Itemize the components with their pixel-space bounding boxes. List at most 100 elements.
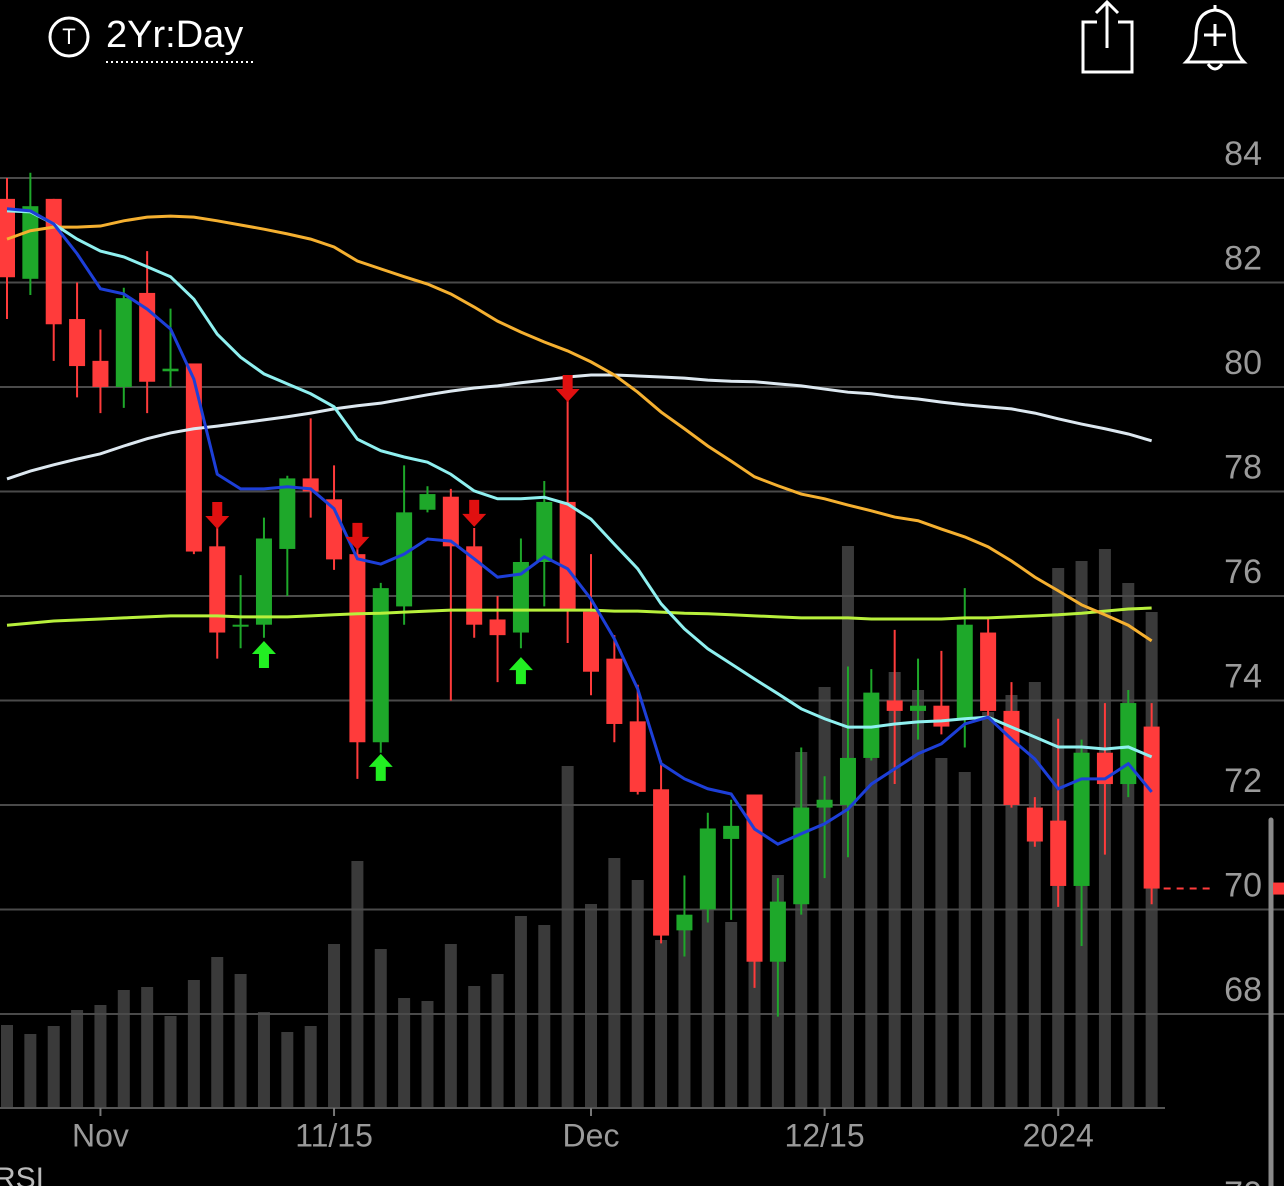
volume-bar (444, 944, 457, 1108)
buy-signal (508, 657, 533, 685)
volume-bar (514, 916, 527, 1108)
volume-bar (328, 944, 341, 1108)
candle-body (653, 789, 670, 936)
candle-body (933, 705, 950, 727)
candle-body (466, 546, 483, 625)
volume-bar (304, 1026, 317, 1108)
candle-body (746, 794, 763, 962)
candle-body (349, 554, 366, 743)
candle-body (45, 198, 62, 325)
candle-body (629, 721, 646, 792)
x-tick-label: Dec (563, 1117, 620, 1153)
candle-body (699, 828, 716, 910)
y-tick-label: 78 (1224, 448, 1262, 486)
volume-bar (701, 895, 714, 1108)
sell-signal (205, 502, 230, 530)
volume-bar (912, 690, 925, 1108)
candle-body (816, 799, 833, 808)
share-arrow (1094, 0, 1120, 48)
volume-bar (585, 904, 597, 1108)
plot: 68 70 72 74 76 78 80 82 84 Nov 11/15 Dec 12/15 2024 (0, 135, 1284, 1153)
candle-body (255, 538, 272, 625)
volume-bar (351, 861, 364, 1108)
alert-button[interactable] (1182, 5, 1248, 71)
volume-bar (818, 687, 831, 1108)
candle-body (139, 292, 156, 382)
x-tick-label: Nov (72, 1117, 129, 1153)
candle-body (910, 705, 927, 711)
candle-body (232, 624, 249, 627)
last-price-marker (1273, 882, 1284, 895)
candle-body (1143, 726, 1160, 889)
volume-bar (655, 940, 668, 1108)
volume-bar (141, 987, 154, 1108)
volume-bar (94, 1005, 107, 1108)
candle-body (209, 546, 226, 633)
indicator-tick: 70 (1224, 1175, 1262, 1186)
y-tick-label: 70 (1224, 866, 1262, 904)
bell-clapper (1206, 63, 1224, 71)
bell-plus (1204, 5, 1226, 46)
volume-bar (678, 925, 691, 1108)
sell-signal (555, 375, 580, 403)
x-tick-label: 2024 (1023, 1117, 1094, 1153)
volume-bar (1, 1025, 13, 1108)
volume-bar (608, 858, 621, 1108)
moving-average-line (6, 606, 1152, 627)
candle-body (769, 901, 786, 962)
buy-signal (251, 640, 276, 668)
y-tick-label: 84 (1224, 135, 1262, 173)
candle-body (185, 363, 202, 552)
volume-bar (47, 1026, 60, 1108)
candle-body (279, 478, 296, 549)
candle-body (723, 825, 740, 839)
volume-bar (257, 1012, 270, 1108)
candle-body (606, 658, 623, 724)
candle-body (512, 562, 529, 633)
volume-bar (234, 974, 247, 1108)
y-tick-label: 68 (1224, 971, 1262, 1009)
moving-average-line (6, 207, 1153, 846)
volume-bar (164, 1016, 177, 1108)
volume-bar (1028, 682, 1041, 1108)
volume-bar (117, 990, 130, 1108)
candle-body (559, 501, 576, 610)
indicator-label: RSI (0, 1162, 44, 1186)
candle-body (1026, 807, 1043, 842)
candle-body (22, 206, 39, 279)
range-label: 2Yr:Day (106, 14, 243, 56)
volume-bar (888, 672, 901, 1108)
candle-body (956, 624, 973, 719)
volume-bar (1122, 583, 1135, 1108)
symbol-icon (48, 16, 90, 58)
candle-body (839, 757, 856, 805)
candle-body (793, 807, 810, 905)
moving-average-line (6, 209, 1153, 759)
symbol-icon-letter: T (62, 24, 75, 49)
y-tick-label: 72 (1224, 762, 1262, 800)
candle-body (372, 588, 389, 743)
range-selector[interactable]: T 2Yr:Day (48, 14, 256, 63)
moving-average-line (6, 214, 1153, 643)
volume-bar (748, 917, 761, 1108)
y-tick-label: 76 (1224, 553, 1262, 591)
candle-body (1073, 752, 1090, 886)
share-button[interactable] (1081, 0, 1134, 74)
candle-body (115, 298, 132, 387)
candle-body (583, 611, 599, 672)
sell-signal (462, 499, 487, 527)
share-box (1081, 20, 1134, 74)
candle-body (1050, 820, 1067, 886)
volume-bar (935, 758, 948, 1108)
candle-body (676, 914, 693, 931)
volume-bar (187, 980, 200, 1108)
volume-bar (538, 925, 551, 1108)
x-tick-label: 12/15 (785, 1117, 865, 1153)
candle-body (69, 319, 86, 367)
volume-bar (631, 880, 644, 1108)
candle-body (489, 619, 506, 636)
buy-signal (368, 753, 393, 781)
candle-body (396, 512, 413, 607)
y-tick-label: 74 (1224, 657, 1262, 695)
volume-bar (561, 766, 574, 1108)
